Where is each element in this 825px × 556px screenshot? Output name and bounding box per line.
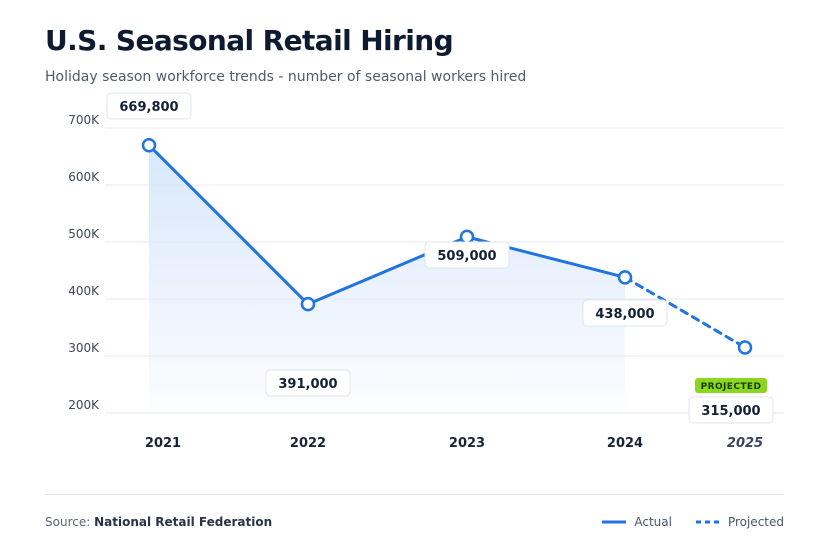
y-tick-label: 700K bbox=[68, 113, 100, 127]
legend-label-actual: Actual bbox=[634, 515, 672, 529]
x-tick-label: 2024 bbox=[607, 436, 643, 451]
chart-subtitle: Holiday season workforce trends - number… bbox=[45, 69, 527, 85]
data-label-text: 391,000 bbox=[278, 377, 337, 392]
legend-item-projected: Projected bbox=[695, 515, 784, 529]
data-label: 391,000 bbox=[265, 369, 351, 397]
data-label-box bbox=[106, 92, 192, 120]
y-tick-label: 600K bbox=[68, 170, 100, 184]
data-label-box bbox=[582, 299, 668, 327]
data-point-actual bbox=[300, 296, 316, 312]
data-label-box bbox=[424, 241, 510, 269]
data-label: 509,000 bbox=[424, 241, 510, 269]
data-label-text: 438,000 bbox=[595, 307, 654, 322]
data-label: 669,800 bbox=[106, 92, 192, 120]
data-point-actual bbox=[459, 229, 475, 245]
x-tick-label: 2021 bbox=[145, 436, 181, 451]
data-point-projected bbox=[737, 340, 753, 355]
data-label: 438,000 bbox=[582, 299, 668, 327]
legend-solid-line-icon bbox=[602, 520, 627, 524]
legend-dashed-line-icon bbox=[695, 520, 720, 524]
x-tick-label: 2022 bbox=[290, 436, 326, 451]
y-tick-label: 500K bbox=[68, 227, 100, 241]
chart-title: U.S. Seasonal Retail Hiring bbox=[45, 24, 454, 57]
projected-series-line bbox=[623, 275, 747, 349]
x-tick-label: 2025 bbox=[727, 436, 763, 451]
data-label: 315,000 bbox=[688, 396, 774, 424]
actual-series-line bbox=[147, 143, 627, 306]
data-point-actual bbox=[141, 137, 157, 153]
data-label-text: 509,000 bbox=[437, 249, 496, 264]
data-point-actual bbox=[617, 270, 633, 285]
chart-legend: Actual Projected bbox=[578, 515, 784, 529]
projected-badge-bg bbox=[695, 378, 767, 393]
data-label-box bbox=[688, 396, 774, 424]
source-prefix: Source: bbox=[45, 515, 91, 529]
x-tick-label: 2023 bbox=[449, 436, 485, 451]
projected-badge-text: PROJECTED bbox=[701, 382, 762, 392]
data-label-text: 315,000 bbox=[701, 404, 760, 419]
footer-divider bbox=[45, 494, 784, 495]
line-chart: 200K 300K 400K 500K 600K 700K 2021 2022 2023 2024… bbox=[68, 92, 784, 451]
data-label-text: 669,800 bbox=[119, 100, 178, 115]
source-name: National Retail Federation bbox=[94, 515, 273, 529]
y-tick-label: 300K bbox=[68, 341, 100, 355]
data-label-box bbox=[265, 369, 351, 397]
y-tick-label: 200K bbox=[68, 398, 100, 412]
actual-area-fill bbox=[149, 145, 625, 414]
source-note: Source: National Retail Federation bbox=[45, 515, 272, 529]
legend-item-actual: Actual bbox=[602, 515, 672, 529]
legend-label-projected: Projected bbox=[727, 515, 784, 529]
y-tick-label: 400K bbox=[68, 284, 100, 298]
